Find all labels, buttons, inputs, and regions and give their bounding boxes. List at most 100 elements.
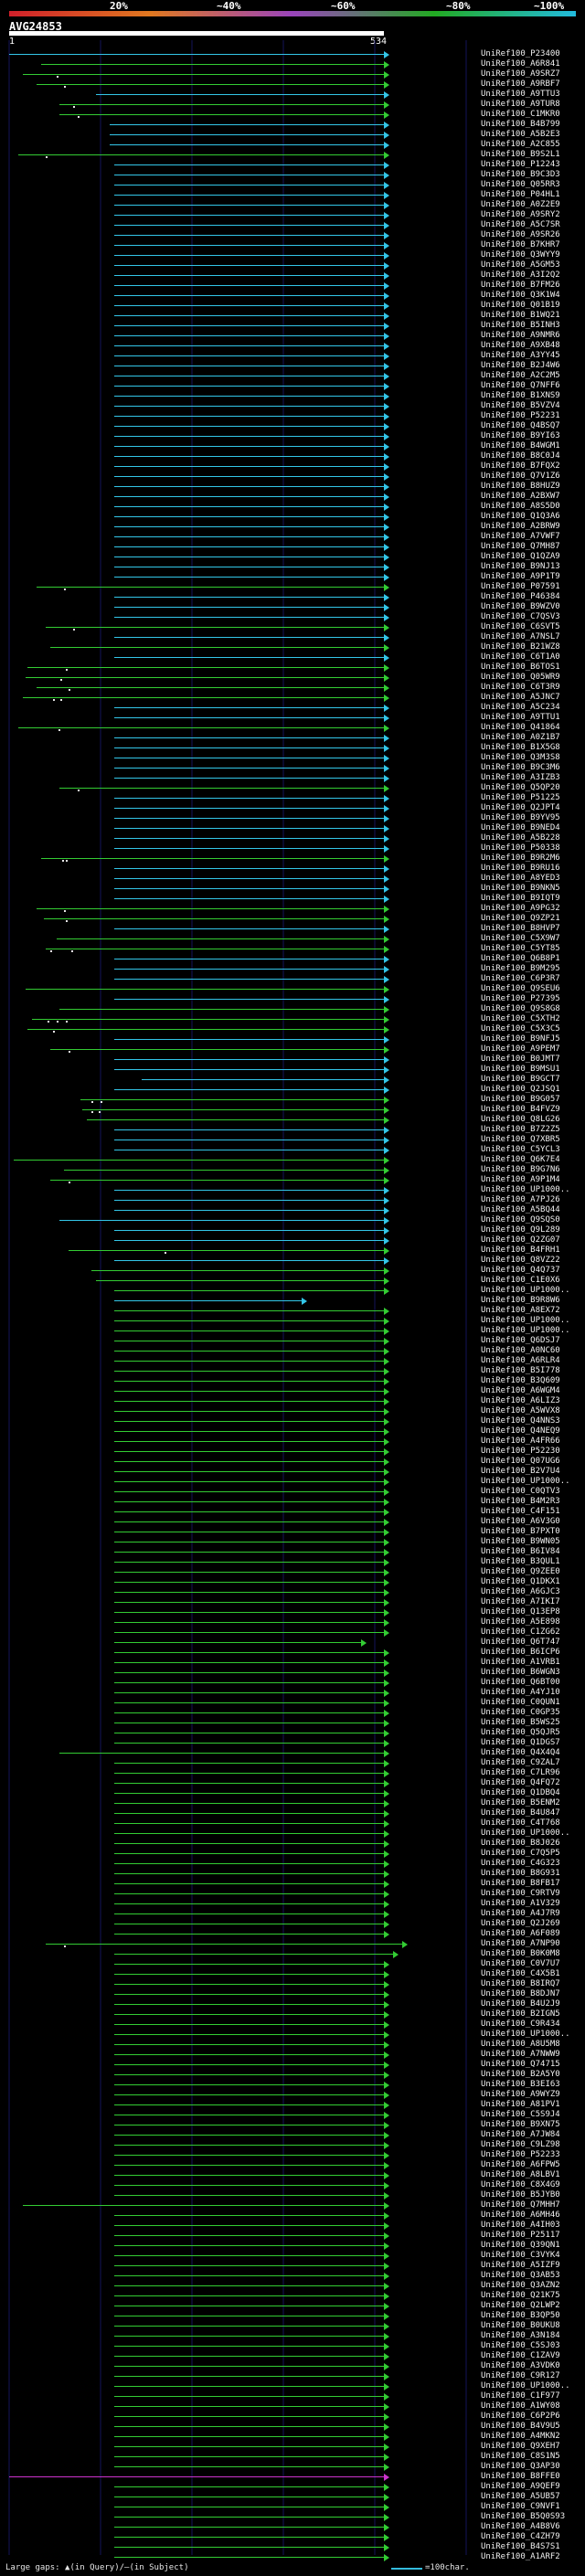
hit-row[interactable]: UniRef100_B3Q609 (0, 1376, 585, 1386)
hit-row[interactable]: UniRef100_Q6BT00 (0, 1678, 585, 1688)
hit-alignment-line[interactable] (114, 1743, 384, 1744)
hit-alignment-line[interactable] (23, 74, 384, 75)
hit-row[interactable]: UniRef100_A5E898 (0, 1617, 585, 1627)
hit-alignment-line[interactable] (114, 536, 384, 537)
hit-row[interactable]: UniRef100_A9P1M4 (0, 1175, 585, 1185)
hit-label[interactable]: UniRef100_B2V7U4 (481, 1467, 560, 1476)
hit-row[interactable]: UniRef100_Q05RR3 (0, 180, 585, 190)
hit-label[interactable]: UniRef100_C5S9J4 (481, 2110, 560, 2119)
hit-row[interactable]: UniRef100_B9WZV0 (0, 602, 585, 612)
hit-label[interactable]: UniRef100_B1XNS9 (481, 391, 560, 400)
hit-label[interactable]: UniRef100_A7PJ26 (481, 1195, 560, 1204)
hit-alignment-line[interactable] (114, 1783, 384, 1784)
hit-alignment-line[interactable] (114, 355, 384, 356)
hit-alignment-line[interactable] (114, 838, 384, 839)
hit-alignment-line[interactable] (114, 1210, 384, 1211)
hit-row[interactable]: UniRef100_B9GCT7 (0, 1075, 585, 1085)
hit-alignment-line[interactable] (114, 1381, 384, 1382)
hit-row[interactable]: UniRef100_Q2ZG07 (0, 1235, 585, 1246)
hit-row[interactable]: UniRef100_A7IKI7 (0, 1597, 585, 1607)
hit-row[interactable]: UniRef100_A8YED3 (0, 874, 585, 884)
hit-row[interactable]: UniRef100_B9NKN5 (0, 884, 585, 894)
hit-label[interactable]: UniRef100_B5I778 (481, 1366, 560, 1375)
hit-label[interactable]: UniRef100_A6RLR4 (481, 1356, 560, 1365)
hit-alignment-line[interactable] (114, 215, 384, 216)
hit-alignment-line[interactable] (114, 1371, 384, 1372)
hit-label[interactable]: UniRef100_UP1000.. (481, 1185, 570, 1194)
hit-alignment-line[interactable] (18, 154, 384, 155)
hit-row[interactable]: UniRef100_B7FM26 (0, 281, 585, 291)
hit-alignment-line[interactable] (114, 747, 384, 748)
hit-label[interactable]: UniRef100_A7VWF7 (481, 532, 560, 541)
hit-row[interactable]: UniRef100_A5GM53 (0, 260, 585, 270)
hit-row[interactable]: UniRef100_P07591 (0, 582, 585, 592)
hit-row[interactable]: UniRef100_B9G7N6 (0, 1165, 585, 1175)
hit-row[interactable]: UniRef100_A9NMR6 (0, 331, 585, 341)
hit-row[interactable]: UniRef100_C5X3C5 (0, 1024, 585, 1034)
hit-row[interactable]: UniRef100_Q4FQ72 (0, 1778, 585, 1788)
hit-alignment-line[interactable] (50, 1049, 384, 1050)
hit-alignment-line[interactable] (114, 195, 384, 196)
hit-alignment-line[interactable] (114, 2265, 384, 2266)
hit-row[interactable]: UniRef100_Q7MHH7 (0, 2200, 585, 2210)
hit-label[interactable]: UniRef100_Q01B19 (481, 301, 560, 310)
hit-alignment-line[interactable] (114, 1974, 384, 1975)
hit-row[interactable]: UniRef100_A5C7SR (0, 220, 585, 230)
hit-row[interactable]: UniRef100_B8HVP7 (0, 924, 585, 934)
hit-alignment-line[interactable] (114, 1290, 384, 1291)
hit-row[interactable]: UniRef100_B9C3M6 (0, 763, 585, 773)
hit-row[interactable]: UniRef100_B9YI63 (0, 431, 585, 441)
hit-label[interactable]: UniRef100_A2C2M5 (481, 371, 560, 380)
hit-label[interactable]: UniRef100_Q3AB53 (481, 2271, 560, 2280)
hit-alignment-line[interactable] (46, 627, 384, 628)
hit-alignment-line[interactable] (114, 2275, 384, 2276)
hit-row[interactable]: UniRef100_P46384 (0, 592, 585, 602)
hit-row[interactable]: UniRef100_A2BRW9 (0, 522, 585, 532)
hit-label[interactable]: UniRef100_B8G931 (481, 1869, 560, 1878)
hit-label[interactable]: UniRef100_B4FVZ9 (481, 1105, 560, 1114)
hit-row[interactable]: UniRef100_B8FFE0 (0, 2472, 585, 2482)
hit-label[interactable]: UniRef100_Q9L289 (481, 1225, 560, 1235)
hit-label[interactable]: UniRef100_A7JW84 (481, 2130, 560, 2139)
hit-row[interactable]: UniRef100_UP1000.. (0, 1316, 585, 1326)
hit-row[interactable]: UniRef100_C0QUN1 (0, 1698, 585, 1708)
hit-row[interactable]: UniRef100_B21WZ8 (0, 642, 585, 652)
hit-label[interactable]: UniRef100_B0K0M8 (481, 1949, 560, 1958)
hit-row[interactable]: UniRef100_A9TUR8 (0, 100, 585, 110)
hit-row[interactable]: UniRef100_B6IV84 (0, 1547, 585, 1557)
hit-label[interactable]: UniRef100_A4B8V6 (481, 2522, 560, 2531)
hit-row[interactable]: UniRef100_B5ENM2 (0, 1798, 585, 1808)
hit-row[interactable]: UniRef100_C1ZAV9 (0, 2351, 585, 2361)
hit-alignment-line[interactable] (9, 2476, 384, 2477)
hit-alignment-line[interactable] (114, 1692, 384, 1693)
hit-label[interactable]: UniRef100_A1VRB1 (481, 1658, 560, 1667)
hit-label[interactable]: UniRef100_C1E0X6 (481, 1276, 560, 1285)
hit-row[interactable]: UniRef100_Q9SQS0 (0, 1215, 585, 1225)
hit-row[interactable]: UniRef100_B1X5G8 (0, 743, 585, 753)
hit-alignment-line[interactable] (87, 1119, 384, 1120)
hit-row[interactable]: UniRef100_Q3AB53 (0, 2271, 585, 2281)
hit-alignment-line[interactable] (114, 2215, 384, 2216)
hit-label[interactable]: UniRef100_C1MKR0 (481, 110, 560, 119)
hit-alignment-line[interactable] (114, 275, 384, 276)
hit-label[interactable]: UniRef100_A6F089 (481, 1929, 560, 1938)
hit-row[interactable]: UniRef100_A7JW84 (0, 2130, 585, 2140)
hit-label[interactable]: UniRef100_P12243 (481, 160, 560, 169)
hit-label[interactable]: UniRef100_B4U2J9 (481, 1999, 560, 2009)
hit-label[interactable]: UniRef100_P27395 (481, 994, 560, 1003)
hit-alignment-line[interactable] (50, 1180, 384, 1181)
hit-row[interactable]: UniRef100_B8C0J4 (0, 451, 585, 461)
hit-alignment-line[interactable] (114, 1642, 361, 1643)
hit-label[interactable]: UniRef100_A9P1M4 (481, 1175, 560, 1184)
hit-alignment-line[interactable] (114, 1903, 384, 1904)
hit-row[interactable]: UniRef100_A6RLR4 (0, 1356, 585, 1366)
hit-label[interactable]: UniRef100_A2C855 (481, 140, 560, 149)
hit-row[interactable]: UniRef100_A7PJ26 (0, 1195, 585, 1205)
hit-row[interactable]: UniRef100_UP1000.. (0, 1185, 585, 1195)
hit-alignment-line[interactable] (114, 808, 384, 809)
hit-row[interactable]: UniRef100_Q6DSJ7 (0, 1336, 585, 1346)
hit-label[interactable]: UniRef100_Q5QP20 (481, 783, 560, 792)
hit-row[interactable]: UniRef100_A1ARF2 (0, 2552, 585, 2562)
hit-label[interactable]: UniRef100_UP1000.. (481, 1477, 570, 1486)
hit-label[interactable]: UniRef100_Q4NEQ9 (481, 1426, 560, 1436)
